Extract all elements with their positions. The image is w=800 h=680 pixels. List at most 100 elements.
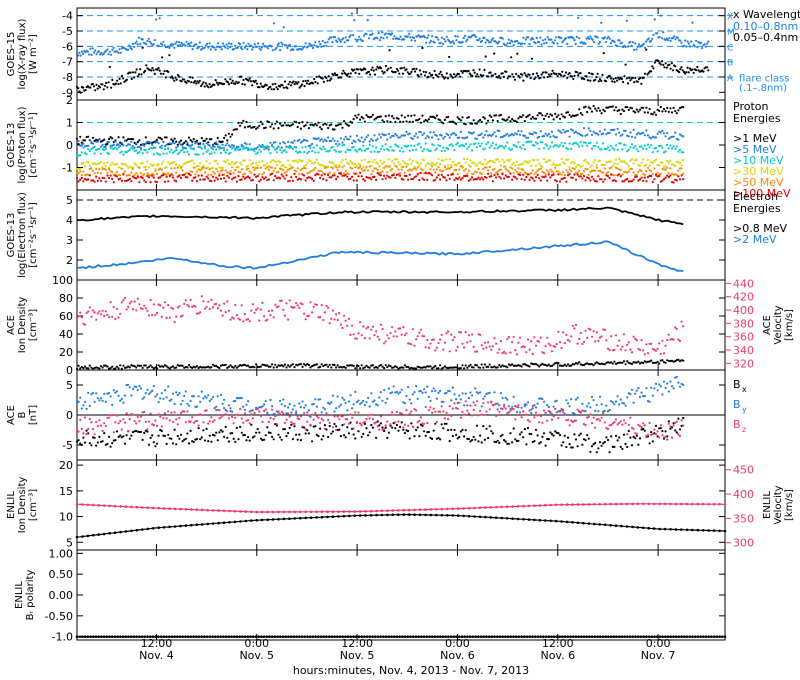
data-point <box>189 44 192 47</box>
data-point <box>570 169 573 173</box>
data-point <box>101 166 104 169</box>
data-point <box>669 67 672 70</box>
data-point <box>560 173 563 176</box>
data-point <box>478 37 481 40</box>
data-point <box>515 177 519 180</box>
data-point <box>288 164 291 167</box>
data-point <box>389 145 392 148</box>
data-point <box>600 148 603 151</box>
data-point <box>485 130 488 133</box>
data-point <box>415 385 418 388</box>
data-point <box>381 70 384 73</box>
data-point <box>549 135 552 138</box>
data-point <box>435 36 439 39</box>
data-point <box>557 173 560 176</box>
data-point <box>104 164 107 168</box>
data-point <box>595 403 598 406</box>
data-point <box>298 433 301 436</box>
data-point <box>82 170 85 173</box>
data-point <box>363 169 366 172</box>
data-point <box>586 168 589 171</box>
data-point <box>339 40 342 43</box>
data-point <box>589 179 592 182</box>
data-point <box>336 144 339 148</box>
data-point <box>626 177 629 181</box>
data-point <box>632 178 635 181</box>
data-point <box>87 161 90 164</box>
data-point <box>99 53 102 56</box>
data-point <box>346 409 349 412</box>
data-point <box>224 363 227 366</box>
data-point <box>346 148 349 151</box>
data-point <box>571 129 574 132</box>
data-point <box>501 72 504 75</box>
data-point <box>518 76 521 79</box>
data-point <box>495 342 498 345</box>
data-point <box>677 150 680 153</box>
data-point <box>477 176 480 179</box>
data-point <box>495 135 498 138</box>
data-point <box>199 143 202 146</box>
data-point <box>127 305 130 308</box>
data-point <box>550 38 553 41</box>
data-point <box>263 171 266 174</box>
data-point <box>582 127 586 130</box>
data-point <box>621 361 624 364</box>
data-point <box>331 40 334 44</box>
data-point <box>410 39 413 42</box>
data-point <box>466 172 469 175</box>
data-point <box>442 169 445 172</box>
data-point <box>153 72 156 76</box>
y-axis-label: GOES-15 <box>6 32 17 77</box>
data-point <box>94 89 97 92</box>
data-point <box>675 112 678 115</box>
data-point <box>103 149 106 152</box>
data-point <box>534 176 538 179</box>
data-point <box>331 137 334 140</box>
data-point <box>229 170 232 173</box>
data-point <box>215 431 218 434</box>
data-point <box>399 149 402 152</box>
data-point <box>128 143 131 146</box>
data-point <box>387 158 390 161</box>
data-point <box>582 106 586 109</box>
data-point <box>234 364 237 368</box>
data-point <box>402 120 405 123</box>
data-point <box>682 44 686 47</box>
data-point <box>509 158 512 161</box>
data-point <box>371 66 374 69</box>
data-point <box>315 303 318 306</box>
data-point <box>106 365 109 368</box>
data-point <box>202 300 205 303</box>
data-point <box>576 342 579 345</box>
data-point <box>491 432 494 435</box>
data-point <box>620 77 624 80</box>
data-point <box>104 168 107 171</box>
data-point <box>91 392 95 395</box>
data-point <box>613 348 616 351</box>
data-point <box>558 433 562 437</box>
data-point <box>360 364 363 367</box>
data-point <box>155 312 159 315</box>
data-point <box>659 172 662 175</box>
data-point <box>466 366 469 369</box>
data-point <box>557 145 560 148</box>
data-point <box>219 177 223 180</box>
data-point <box>489 40 492 43</box>
data-point <box>395 390 398 394</box>
data-point <box>211 395 215 399</box>
data-point <box>426 162 429 165</box>
data-point <box>320 438 323 441</box>
data-point <box>304 163 307 167</box>
data-point <box>369 73 372 76</box>
data-point <box>354 172 357 175</box>
data-point <box>621 148 624 151</box>
data-point <box>589 165 592 168</box>
data-point <box>595 109 598 112</box>
data-point <box>283 149 286 152</box>
data-point <box>301 140 304 143</box>
data-point <box>459 130 462 133</box>
data-point <box>594 169 597 172</box>
data-point <box>125 434 128 437</box>
data-point <box>133 146 136 149</box>
